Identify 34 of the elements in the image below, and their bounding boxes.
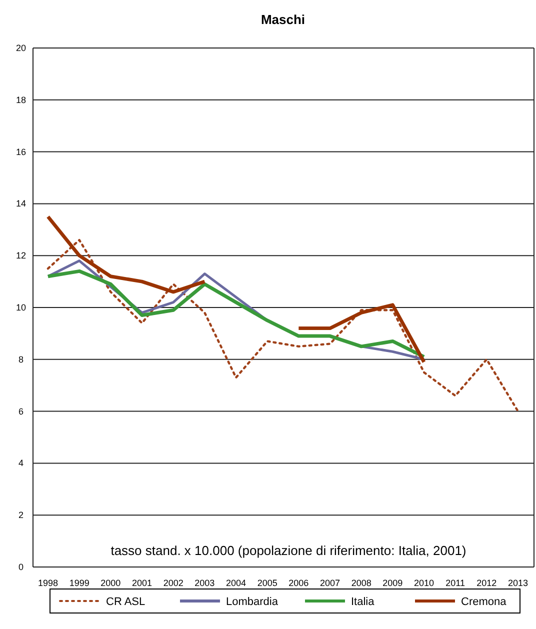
annotation: tasso stand. x 10.000 (popolazione di riferimento: Italia, 2001): [110, 543, 466, 558]
y-tick-label: 12: [16, 250, 26, 261]
x-tick-label: 2013: [508, 578, 528, 588]
y-tick-label: 10: [16, 302, 26, 312]
x-tick-label: 1999: [69, 578, 90, 588]
x-tick-label: 2009: [382, 578, 403, 588]
x-tick-label: 2004: [226, 578, 246, 588]
x-tick-label: 2010: [414, 578, 434, 588]
x-tick-label: 2003: [194, 578, 215, 588]
y-tick-label: 20: [16, 43, 26, 53]
x-tick-label: 2000: [100, 578, 121, 588]
y-tick-label: 0: [18, 562, 24, 572]
y-tick-label: 16: [16, 146, 26, 157]
y-tick-label: 18: [16, 94, 26, 105]
x-tick-label: 1998: [38, 578, 58, 588]
x-tick-label: 2012: [476, 578, 497, 588]
legend-label: Cremona: [461, 596, 508, 608]
y-tick-label: 2: [18, 510, 24, 520]
x-tick-label: 2007: [320, 578, 340, 588]
x-tick-label: 2001: [132, 578, 152, 588]
legend-label: CR ASL: [106, 596, 146, 608]
y-tick-label: 8: [18, 354, 24, 364]
x-tick-label: 2011: [446, 578, 466, 588]
y-tick-label: 4: [18, 458, 24, 468]
chart-title: Maschi: [260, 12, 306, 27]
y-tick-label: 6: [18, 406, 24, 416]
legend-label: Lombardia: [226, 596, 279, 608]
x-tick-label: 2006: [288, 578, 309, 588]
legend-label: Italia: [351, 596, 376, 608]
x-tick-label: 2008: [351, 578, 372, 588]
x-tick-label: 2002: [163, 578, 184, 588]
x-tick-label: 2005: [257, 578, 278, 588]
y-tick-label: 14: [16, 198, 26, 209]
line-series: [46, 238, 520, 412]
